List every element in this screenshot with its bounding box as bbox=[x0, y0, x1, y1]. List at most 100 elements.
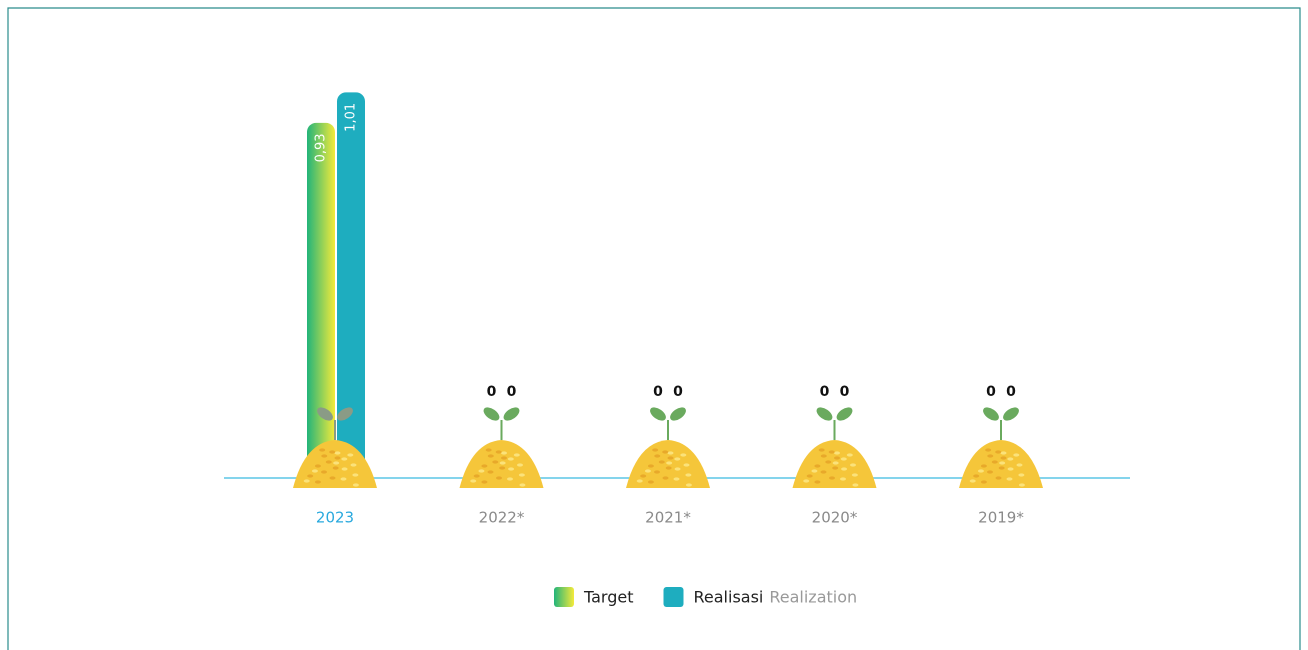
grain bbox=[481, 480, 487, 483]
grain bbox=[662, 450, 668, 453]
grain bbox=[659, 460, 665, 463]
grain bbox=[834, 451, 840, 454]
rice-illustration bbox=[959, 405, 1043, 488]
grain bbox=[814, 480, 820, 483]
grain bbox=[319, 448, 325, 451]
grain bbox=[519, 483, 525, 486]
leaf bbox=[981, 405, 1001, 424]
grain bbox=[645, 469, 651, 472]
grain bbox=[333, 466, 339, 469]
grain bbox=[973, 474, 979, 477]
grain bbox=[474, 474, 480, 477]
grain bbox=[675, 467, 681, 470]
grain bbox=[840, 477, 846, 480]
leaf bbox=[668, 405, 688, 424]
grain bbox=[832, 466, 838, 469]
grain bbox=[637, 479, 643, 482]
legend-swatch bbox=[554, 587, 574, 607]
grain bbox=[353, 483, 359, 486]
grain bbox=[852, 473, 858, 476]
grain bbox=[508, 457, 514, 460]
x-tick-label: 2022* bbox=[479, 509, 525, 527]
grain bbox=[666, 461, 672, 464]
grain bbox=[347, 453, 353, 456]
grain bbox=[519, 473, 525, 476]
grain bbox=[499, 466, 505, 469]
grain bbox=[684, 463, 690, 466]
rice-illustration bbox=[626, 405, 710, 488]
leaf bbox=[814, 405, 834, 424]
grain bbox=[1013, 453, 1019, 456]
grain bbox=[992, 460, 998, 463]
grain bbox=[807, 474, 813, 477]
grain bbox=[501, 451, 507, 454]
grain bbox=[640, 474, 646, 477]
grain bbox=[829, 450, 835, 453]
grain bbox=[496, 476, 502, 479]
grain bbox=[341, 457, 347, 460]
grain bbox=[821, 454, 827, 457]
grain bbox=[352, 473, 358, 476]
x-tick-label: 2019* bbox=[978, 509, 1024, 527]
value-label: 0 bbox=[673, 384, 683, 400]
grain bbox=[981, 480, 987, 483]
grain bbox=[674, 457, 680, 460]
grain bbox=[981, 464, 987, 467]
value-label: 0 bbox=[820, 384, 830, 400]
grain bbox=[1017, 463, 1023, 466]
x-tick-label: 2021* bbox=[645, 509, 691, 527]
grain bbox=[321, 454, 327, 457]
legend-label: Target bbox=[583, 588, 634, 607]
grain bbox=[999, 466, 1005, 469]
value-label: 0 bbox=[487, 384, 497, 400]
grain bbox=[315, 480, 321, 483]
leaf bbox=[834, 405, 854, 424]
grain bbox=[335, 451, 341, 454]
grain bbox=[674, 477, 680, 480]
grain bbox=[321, 470, 327, 473]
grain bbox=[970, 479, 976, 482]
grain bbox=[680, 453, 686, 456]
grain bbox=[307, 474, 313, 477]
grain bbox=[517, 463, 523, 466]
grain bbox=[686, 483, 692, 486]
chart: TargetRealisasiRealization 0,931,0120230… bbox=[0, 0, 1308, 650]
frame bbox=[8, 8, 1300, 650]
grain bbox=[995, 450, 1001, 453]
rice-illustration bbox=[460, 405, 544, 488]
x-tick-label: 2023 bbox=[316, 509, 354, 527]
grain bbox=[996, 476, 1002, 479]
grain bbox=[508, 467, 514, 470]
page: TargetRealisasiRealization 0,931,0120230… bbox=[0, 0, 1308, 650]
grain bbox=[501, 456, 507, 459]
grain bbox=[1001, 451, 1007, 454]
grain bbox=[333, 461, 339, 464]
grain bbox=[833, 461, 839, 464]
legend-label-en: Realization bbox=[769, 588, 857, 607]
rice-illustration bbox=[793, 405, 877, 488]
grain bbox=[329, 450, 335, 453]
leaf bbox=[648, 405, 668, 424]
grain bbox=[819, 448, 825, 451]
value-label: 0 bbox=[1006, 384, 1016, 400]
grain bbox=[496, 450, 502, 453]
value-label: 0 bbox=[986, 384, 996, 400]
leaf bbox=[1001, 405, 1021, 424]
value-label: 0 bbox=[840, 384, 850, 400]
grain bbox=[1007, 457, 1013, 460]
grain bbox=[825, 460, 831, 463]
grain bbox=[492, 460, 498, 463]
grain bbox=[648, 464, 654, 467]
leaf bbox=[501, 405, 521, 424]
grain bbox=[312, 469, 318, 472]
grain bbox=[648, 480, 654, 483]
grain bbox=[814, 464, 820, 467]
grain bbox=[850, 463, 856, 466]
grain bbox=[652, 448, 658, 451]
grain bbox=[1019, 483, 1025, 486]
value-label: 0 bbox=[653, 384, 663, 400]
grain bbox=[488, 454, 494, 457]
grain bbox=[335, 456, 341, 459]
grain bbox=[1018, 473, 1024, 476]
